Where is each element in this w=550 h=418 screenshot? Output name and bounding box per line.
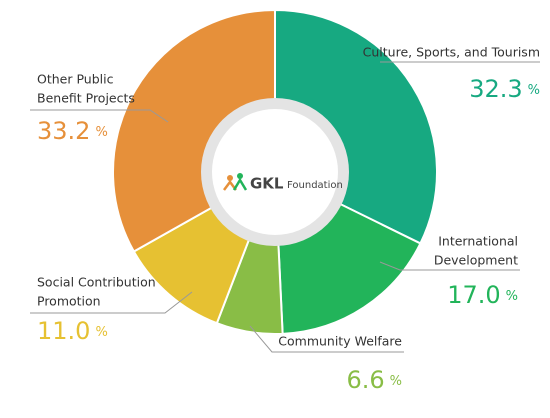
category-label: Development <box>434 253 518 268</box>
logo-sub: Foundation <box>287 180 343 191</box>
value-unit: % <box>528 83 540 98</box>
logo-icon <box>223 173 248 191</box>
value-unit: % <box>95 125 107 140</box>
category-label: Social Contribution <box>37 275 156 290</box>
value-number: 6.6 <box>346 366 384 394</box>
value-label: 6.6% <box>346 366 402 394</box>
value-unit: % <box>95 325 107 340</box>
leader-line <box>30 291 193 314</box>
value-label: 33.2% <box>37 117 108 145</box>
leader-line <box>249 325 404 353</box>
category-label: Promotion <box>37 294 101 309</box>
category-label: Community Welfare <box>278 334 402 349</box>
value-number: 32.3 <box>469 75 522 103</box>
value-number: 17.0 <box>447 281 500 309</box>
category-label: Other Public <box>37 72 114 87</box>
center-disc <box>212 109 338 235</box>
value-label: 17.0% <box>447 281 518 309</box>
leader-line <box>30 109 169 123</box>
category-label: Culture, Sports, and Tourism <box>363 45 540 60</box>
value-number: 33.2 <box>37 117 90 145</box>
logo-brand: GKL <box>250 175 284 193</box>
leader-lines <box>30 61 540 353</box>
value-label: 11.0% <box>37 317 108 345</box>
value-unit: % <box>506 289 518 304</box>
category-label: Benefit Projects <box>37 91 135 106</box>
leader-line <box>379 261 520 271</box>
value-number: 11.0 <box>37 317 90 345</box>
category-label: International <box>438 234 518 249</box>
value-label: 32.3% <box>469 75 540 103</box>
value-unit: % <box>390 374 402 389</box>
